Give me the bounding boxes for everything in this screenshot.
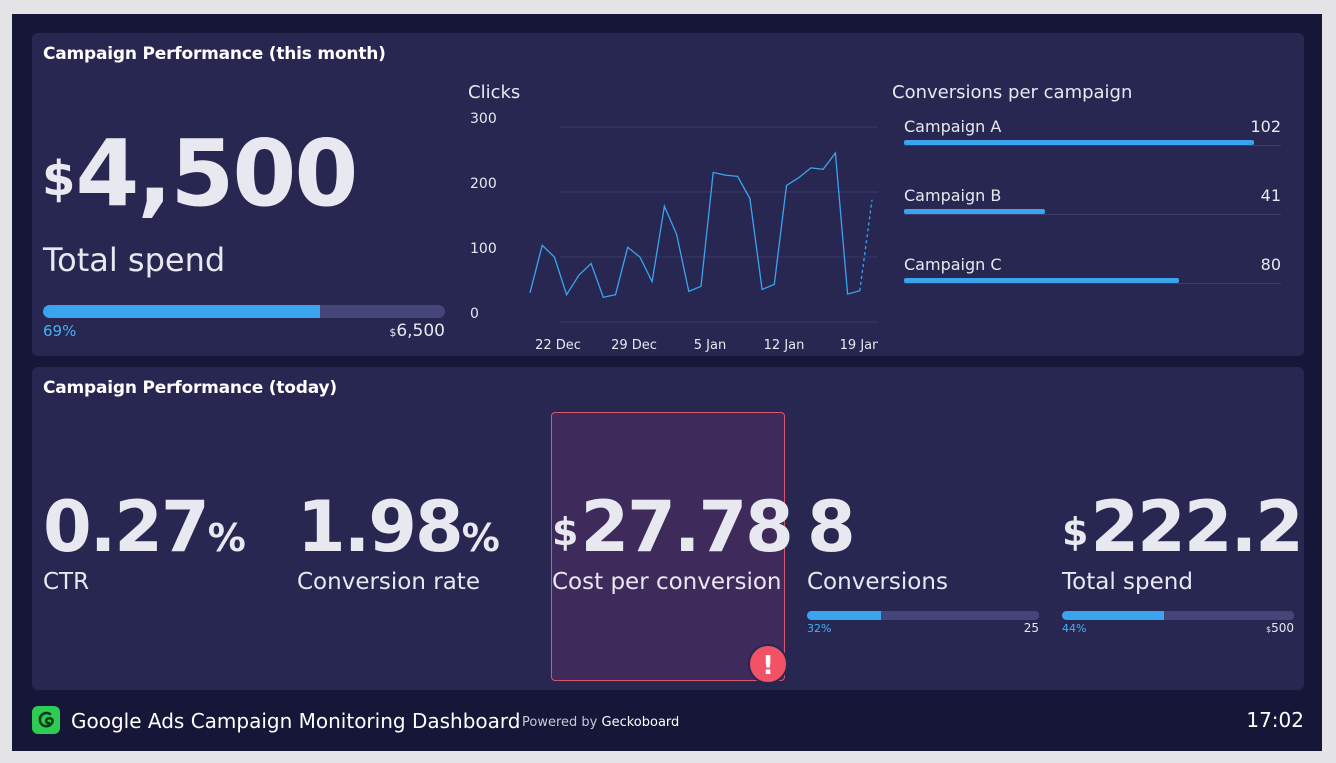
total-spend-value: $4,500 <box>42 128 358 220</box>
y-tick-label: 300 <box>470 111 497 127</box>
ctr-label: CTR <box>43 569 90 595</box>
panel-title: Campaign Performance (today) <box>43 378 337 398</box>
spend-number: 4,500 <box>75 120 358 227</box>
panel-month: Campaign Performance (this month) $4,500… <box>32 33 1304 356</box>
clicks-line-chart: 300 200 100 0 22 Dec 29 Dec 5 Jan 12 Jan 19 Jan <box>470 111 878 353</box>
clicks-projection-line <box>859 199 873 291</box>
today-spend-currency: $ <box>1062 510 1089 554</box>
y-tick-label: 200 <box>470 176 497 192</box>
today-goal-currency: $ <box>1266 625 1272 634</box>
x-tick-label: 5 Jan <box>694 338 726 353</box>
x-tick-label: 22 Dec <box>535 338 581 353</box>
ctr-value: 0.27 <box>43 486 210 568</box>
today-spend-progress-percent: 44% <box>1062 622 1087 635</box>
today-spend-label: Total spend <box>1062 569 1193 595</box>
x-tick-label: 29 Dec <box>611 338 657 353</box>
conversion-rate-value: 1.98 <box>297 486 464 568</box>
cost-value: 27.78 <box>580 486 793 568</box>
campaign-row: Campaign C 80 <box>904 255 1281 285</box>
clicks-series-line <box>529 151 860 299</box>
spend-progress-percent: 69% <box>43 322 77 340</box>
campaign-value: 80 <box>1260 255 1281 274</box>
conversions-goal: 25 <box>1023 621 1039 635</box>
campaign-baseline <box>904 283 1281 284</box>
geckoboard-logo-icon <box>32 706 60 734</box>
x-tick-label: 12 Jan <box>764 338 805 353</box>
x-tick-label: 19 Jan <box>840 338 878 353</box>
total-spend-label: Total spend <box>43 241 226 279</box>
ctr-metric: 0.27% CTR <box>43 487 246 595</box>
alert-highlight[interactable] <box>551 412 785 681</box>
campaign-baseline <box>904 145 1281 146</box>
campaign-row: Campaign B 41 <box>904 186 1281 216</box>
powered-prefix: Powered by <box>522 715 598 730</box>
conversion-rate-label: Conversion rate <box>297 569 480 595</box>
conversions-label: Conversions <box>807 569 948 595</box>
clock: 17:02 <box>1246 708 1304 732</box>
conversions-metric: 8 Conversions <box>807 487 948 595</box>
footer: Google Ads Campaign Monitoring Dashboard… <box>32 704 1304 740</box>
conversion-rate-metric: 1.98% Conversion rate <box>297 487 500 595</box>
ctr-suffix: % <box>207 516 246 560</box>
currency-symbol: $ <box>42 151 76 207</box>
today-spend-value: 222.2 <box>1090 486 1303 568</box>
conversions-progress-fill <box>807 611 882 620</box>
y-tick-label: 100 <box>470 241 497 257</box>
campaign-name: Campaign B <box>904 186 1002 205</box>
panel-title: Campaign Performance (this month) <box>43 44 386 64</box>
total-spend-today-metric: $222.2 Total spend <box>1062 486 1304 595</box>
cost-per-conversion-metric: $27.78 Cost per conversion <box>552 486 794 595</box>
cost-currency: $ <box>552 510 579 554</box>
campaign-value: 102 <box>1250 117 1281 136</box>
campaign-bar <box>904 140 1254 145</box>
conversions-progress-bar <box>807 611 1039 620</box>
campaign-baseline <box>904 214 1281 215</box>
campaign-bar <box>904 209 1045 214</box>
today-spend-goal: $500 <box>1234 621 1294 635</box>
spend-goal: $6,500 <box>332 321 445 341</box>
today-spend-progress-fill <box>1062 611 1165 620</box>
conversions-progress-percent: 32% <box>807 622 832 635</box>
dashboard-title: Google Ads Campaign Monitoring Dashboard <box>71 709 521 733</box>
today-goal-value: 500 <box>1271 621 1294 635</box>
cost-label: Cost per conversion <box>552 569 782 595</box>
today-spend-progress-bar <box>1062 611 1294 620</box>
y-tick-label: 0 <box>470 306 479 322</box>
goal-value: 6,500 <box>396 321 445 341</box>
spend-progress-fill <box>43 305 321 318</box>
goal-currency: $ <box>389 326 397 339</box>
conversions-chart-title: Conversions per campaign <box>892 82 1133 103</box>
alert-icon[interactable]: ! <box>748 644 788 684</box>
conversion-rate-suffix: % <box>461 516 500 560</box>
campaign-row: Campaign A 102 <box>904 117 1281 147</box>
campaign-name: Campaign A <box>904 117 1002 136</box>
panel-today: Campaign Performance (today) 0.27% CTR 1… <box>32 367 1304 690</box>
clicks-chart-title: Clicks <box>468 82 521 103</box>
powered-brand[interactable]: Geckoboard <box>601 715 680 730</box>
campaign-bar <box>904 278 1179 283</box>
campaign-name: Campaign C <box>904 255 1002 274</box>
conversions-value: 8 <box>807 486 856 568</box>
spend-progress-bar <box>43 305 445 318</box>
powered-by[interactable]: Powered by Geckoboard <box>522 715 679 730</box>
dashboard-screen: Campaign Performance (this month) $4,500… <box>12 14 1322 751</box>
campaign-value: 41 <box>1260 186 1281 205</box>
